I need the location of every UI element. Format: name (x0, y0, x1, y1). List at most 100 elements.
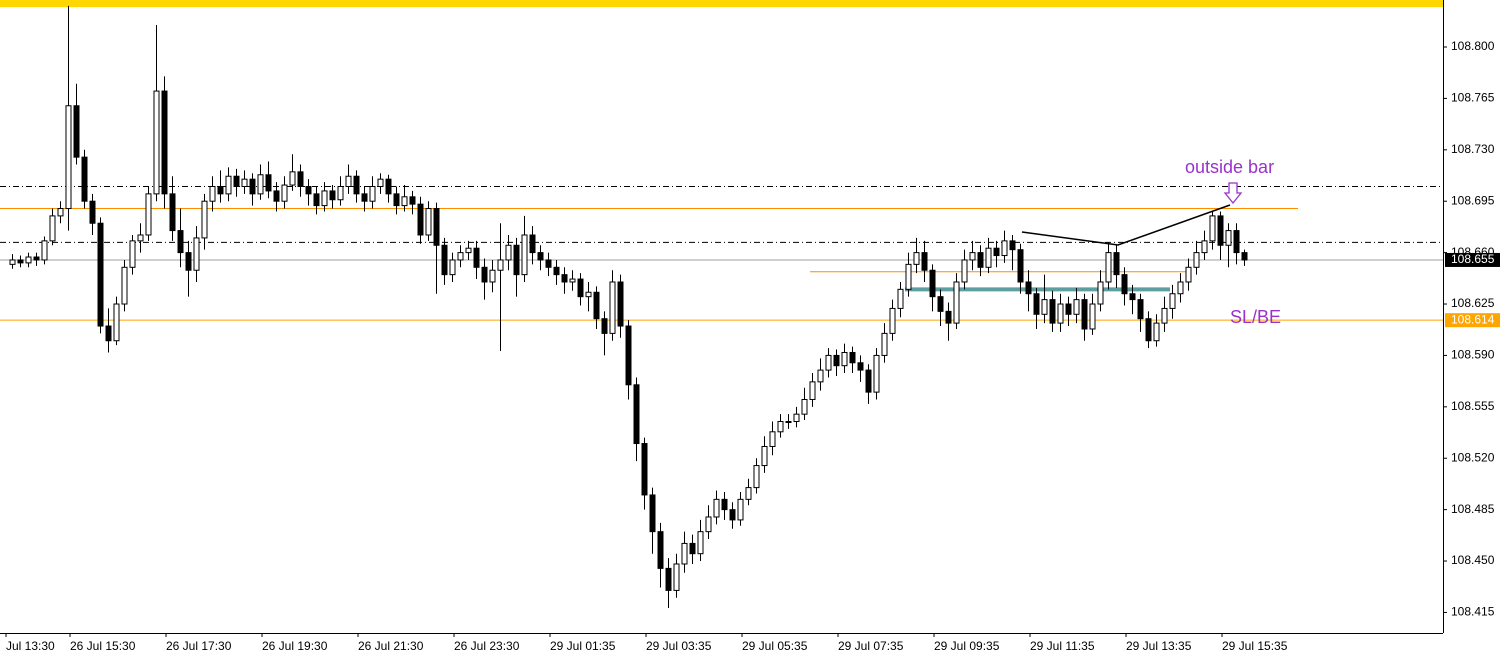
candle-body (9, 259, 16, 265)
candle-body (1025, 281, 1032, 295)
candle-body (97, 222, 104, 327)
candle-body (265, 174, 272, 192)
candle-body (1153, 322, 1160, 342)
candle-body (889, 307, 896, 334)
candle-body (897, 288, 904, 309)
candle-body (721, 498, 728, 511)
candle-body (689, 542, 696, 555)
candle-body (625, 325, 632, 386)
candle-body (409, 196, 416, 205)
candle-body (1065, 303, 1072, 315)
x-tick-label: 29 Jul 11:35 (1030, 639, 1095, 653)
y-tick-label: 108.590 (1451, 348, 1495, 362)
arrow-marker (1223, 182, 1243, 205)
candle-body (617, 281, 624, 327)
candle-body (1041, 299, 1048, 315)
candle-body (1161, 307, 1168, 324)
y-tick-label: 108.800 (1451, 39, 1495, 53)
candle-body (1049, 299, 1056, 324)
x-tick-label: 26 Jul 17:30 (166, 639, 232, 653)
candle-body (713, 498, 720, 518)
x-tick-label: 29 Jul 03:35 (646, 639, 712, 653)
candle-body (1177, 281, 1184, 295)
candle-body (401, 196, 408, 207)
candle-body (841, 351, 848, 367)
candle-body (145, 193, 152, 236)
candle-body (977, 252, 984, 268)
candle-body (33, 256, 40, 261)
candle-body (481, 266, 488, 283)
trend-line (1021, 204, 1231, 246)
candle-body (1137, 299, 1144, 320)
candle-body (929, 269, 936, 298)
candle-body (217, 186, 224, 195)
x-tick-label: 29 Jul 05:35 (742, 639, 808, 653)
candle-body (665, 567, 672, 591)
candle-body (1073, 299, 1080, 315)
candle-body (985, 247, 992, 268)
candle-body (473, 247, 480, 268)
candle-body (273, 190, 280, 202)
y-tick-label: 108.625 (1451, 296, 1495, 310)
y-tick-label: 108.695 (1451, 193, 1495, 207)
candle-body (73, 105, 80, 158)
candle-body (673, 563, 680, 591)
candle-body (201, 200, 208, 239)
candle-body (489, 269, 496, 283)
x-tick-label: 29 Jul 13:35 (1126, 639, 1192, 653)
candle-body (305, 186, 312, 195)
candle-body (1193, 252, 1200, 268)
candle-body (1097, 281, 1104, 305)
candle-body (129, 240, 136, 268)
candle-body (225, 175, 232, 195)
candle-body (1201, 240, 1208, 254)
candle-body (593, 291, 600, 320)
candle-body (849, 351, 856, 364)
candle-body (737, 498, 744, 521)
candle-body (441, 244, 448, 276)
candle-body (209, 186, 216, 202)
candle-body (969, 252, 976, 261)
price-label-box (1445, 313, 1500, 328)
plot-area (0, 0, 1443, 609)
x-tick-label: 26 Jul 23:30 (454, 639, 520, 653)
candle-body (601, 318, 608, 334)
candle-body (1121, 274, 1128, 295)
candle-body (745, 487, 752, 500)
candle-body (233, 175, 240, 188)
candle-body (1089, 303, 1096, 330)
candle-body (681, 542, 688, 565)
candle-body (17, 259, 24, 264)
candle-body (753, 465, 760, 489)
x-tick-label: 26 Jul 15:30 (70, 639, 136, 653)
candle-body (865, 369, 872, 393)
candle-body (577, 278, 584, 298)
candle-body (377, 178, 384, 188)
candle-body (169, 193, 176, 232)
y-tick-label: 108.450 (1451, 553, 1495, 567)
x-tick-label: 29 Jul 07:35 (838, 639, 904, 653)
candle-body (825, 354, 832, 371)
candle-body (81, 156, 88, 202)
price-label: 108.614 (1451, 312, 1495, 326)
candle-body (729, 509, 736, 521)
candle-body (281, 184, 288, 202)
candle-body (1185, 266, 1192, 283)
candle-body (1209, 215, 1216, 242)
candle-body (785, 421, 792, 424)
candle-body (545, 259, 552, 268)
candle-body (49, 215, 56, 242)
candle-body (913, 252, 920, 265)
candle-body (921, 252, 928, 271)
candle-body (313, 193, 320, 207)
candle-body (353, 175, 360, 195)
candle-body (249, 178, 256, 195)
candle-body (65, 105, 72, 210)
x-tick-label: Jul 13:30 (6, 639, 55, 653)
candle-body (113, 303, 120, 342)
candle-body (329, 190, 336, 201)
candle-body (881, 332, 888, 356)
candle-body (905, 263, 912, 290)
candle-body (1145, 318, 1152, 342)
candle-body (945, 310, 952, 324)
